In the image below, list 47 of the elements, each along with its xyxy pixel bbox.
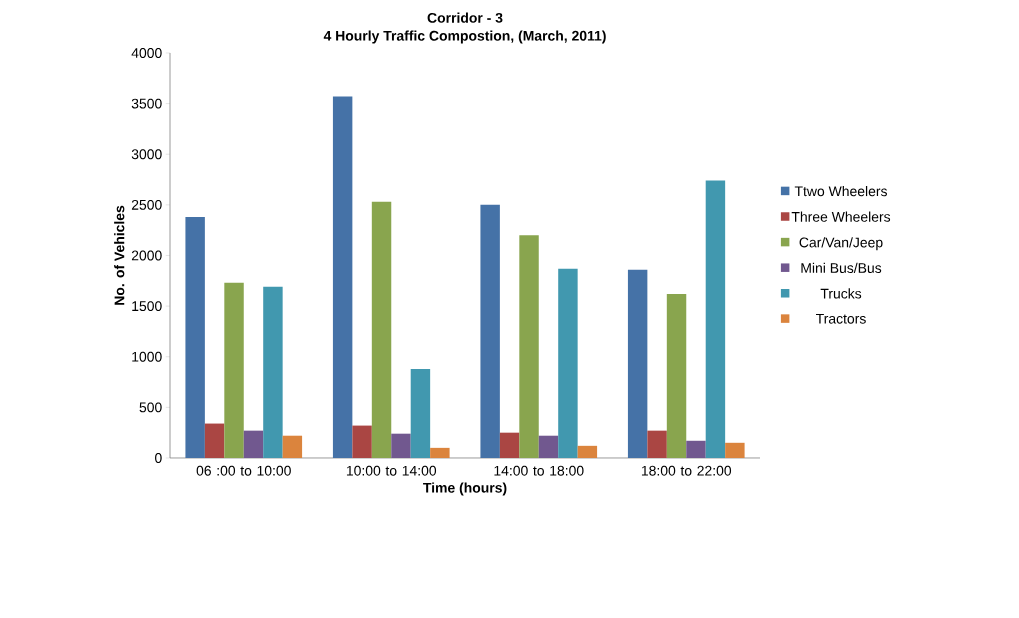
legend-label: Tractors [816,313,866,324]
bar [577,445,598,458]
bar [263,286,283,458]
x-tick-label: 14:00 to 18:00 [494,465,584,476]
y-tick-label: 4000 [131,48,162,58]
chart-subtitle: 4 Hourly Traffic Compostion, (March, 2011) [323,30,606,44]
y-tick-label: 2000 [131,250,162,261]
y-tick-label: 500 [139,402,162,413]
x-tick-label: 06 :00 to 10:00 [196,465,291,476]
bar [204,423,225,458]
bar [352,425,372,458]
y-tick-label: 3000 [131,149,162,160]
bar [391,433,411,458]
legend-label: Mini Bus/Bus [801,262,882,273]
bar [666,293,687,458]
bar [686,440,706,458]
legend-label: Trucks [820,288,862,299]
bar [499,432,520,458]
bar [538,435,559,458]
chart-title: Corridor - 3 [427,12,503,23]
bar [243,430,264,458]
y-tick-label: 1500 [132,301,162,312]
bar [371,201,392,458]
bar [627,269,648,458]
bar [647,430,667,458]
bar [282,435,303,458]
bar [410,368,431,458]
bar [705,180,726,458]
bar [224,282,244,458]
bar [519,235,539,458]
bar [332,96,353,458]
x-tick-label: 18:00 to 22:00 [641,465,732,476]
y-tick-label: 3500 [131,98,162,109]
bar [725,442,745,458]
bar [558,268,578,458]
y-tick-label: 0 [155,453,162,463]
y-tick-label: 2500 [131,199,162,210]
bar [185,217,205,458]
bar [430,447,450,458]
legend-label: Car/Van/Jeep [799,237,883,251]
legend-label: Three Wheelers [791,211,891,222]
y-tick-label: 1000 [132,351,162,362]
legend-label: Ttwo Wheelers [794,185,887,197]
y-axis-title: No. of Vehicles [114,205,125,305]
bar [480,204,500,458]
x-axis-title: Time (hours) [423,482,507,496]
x-tick-label: 10:00 to 14:00 [346,465,437,476]
